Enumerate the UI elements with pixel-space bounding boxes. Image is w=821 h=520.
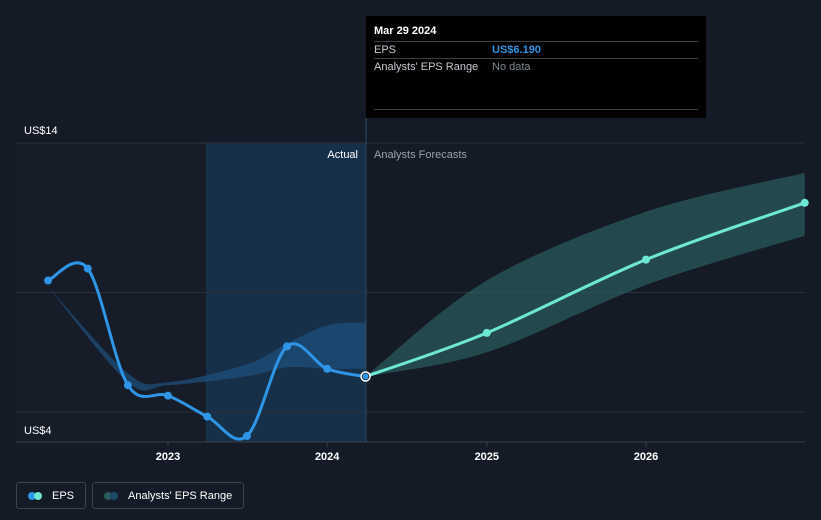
legend-item-eps[interactable]: EPS (16, 482, 87, 509)
eps-legend-icon (28, 491, 44, 500)
eps-point[interactable] (323, 364, 332, 373)
eps-forecast-line (364, 201, 807, 379)
legend-range-label: Analysts' EPS Range (128, 489, 233, 502)
tooltip-range-label: Analysts' EPS Range (374, 61, 479, 73)
tooltip-eps-label: EPS (374, 44, 397, 56)
tooltip-eps-value: US$6.190 (492, 44, 541, 56)
tooltip-row-eps: EPS US$6.190 (374, 41, 698, 58)
x-tick-label: 2025 (475, 451, 499, 463)
eps-point[interactable] (203, 412, 212, 421)
forecast-point[interactable] (482, 328, 491, 337)
forecast-point[interactable] (800, 198, 809, 207)
range-legend-icon (104, 491, 120, 500)
tooltip-range-value: No data (492, 61, 531, 73)
forecast-eps-range-band (365, 172, 805, 377)
tooltip-row-range: Analysts' EPS Range No data (374, 58, 698, 75)
actual-label: Actual (327, 149, 358, 161)
x-tick-label: 2023 (156, 451, 180, 463)
x-tick-label: 2024 (315, 451, 340, 463)
y-label-bottom: US$4 (24, 425, 52, 437)
past-eps-range-band (48, 286, 366, 391)
legend-item-range[interactable]: Analysts' EPS Range (92, 482, 245, 509)
legend-eps-label: EPS (52, 489, 75, 502)
eps-point[interactable] (283, 342, 292, 351)
range-bands (48, 172, 805, 391)
tooltip: Mar 29 2024 EPS US$6.190 Analysts' EPS R… (366, 16, 706, 118)
series-points (44, 198, 809, 441)
legend: EPS Analysts' EPS Range (16, 482, 245, 509)
x-tick-label: 2026 (634, 451, 658, 463)
gridlines (16, 142, 805, 443)
eps-point[interactable] (164, 391, 172, 400)
eps-point[interactable] (123, 381, 132, 390)
forecast-label: Analysts Forecasts (374, 149, 467, 161)
eps-point[interactable] (44, 276, 53, 285)
eps-point[interactable] (242, 432, 251, 441)
tooltip-divider (374, 109, 698, 110)
x-axis-ticks: 2023 2024 2025 2026 (156, 442, 658, 463)
tooltip-date: Mar 29 2024 (374, 25, 437, 37)
eps-point[interactable] (83, 264, 92, 273)
y-label-top: US$14 (24, 125, 58, 137)
current-eps-point-core (362, 373, 369, 380)
forecast-point[interactable] (642, 255, 650, 264)
